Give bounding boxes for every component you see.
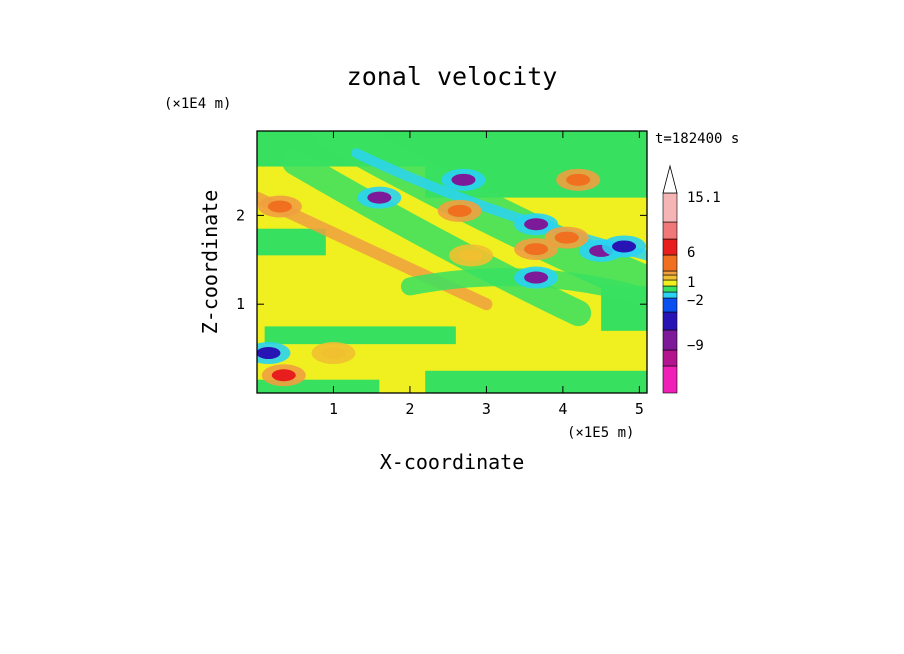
x-axis-ticks: 1 2 3 4 5 bbox=[329, 131, 644, 418]
colorbar-label: 15.1 bbox=[687, 190, 721, 206]
colorbar-swatch bbox=[662, 297, 678, 313]
field-core bbox=[451, 173, 476, 186]
y-axis-label: Z-coordinate bbox=[198, 190, 222, 335]
colorbar-swatch bbox=[662, 285, 678, 293]
field-core bbox=[367, 191, 392, 204]
field-band bbox=[257, 228, 326, 256]
x-tick-label: 3 bbox=[482, 400, 491, 418]
x-tick-label: 2 bbox=[405, 400, 414, 418]
y-tick-label: 1 bbox=[236, 295, 245, 313]
y-axis-ticks: 12 bbox=[236, 206, 647, 313]
field-wave bbox=[282, 149, 592, 327]
y-unit-label: (×1E4 m) bbox=[164, 96, 231, 112]
field-band bbox=[425, 370, 647, 393]
colorbar-swatch bbox=[662, 270, 678, 276]
velocity-field bbox=[257, 131, 647, 393]
x-tick-label: 1 bbox=[329, 400, 338, 418]
x-unit-label: (×1E5 m) bbox=[567, 425, 634, 441]
colorbar-swatch bbox=[662, 279, 678, 287]
field-band bbox=[264, 326, 456, 345]
field-core bbox=[566, 173, 591, 186]
x-axis-label: X-coordinate bbox=[380, 450, 525, 474]
field-wave bbox=[313, 131, 647, 307]
field-core bbox=[257, 347, 281, 360]
field-core bbox=[267, 200, 292, 213]
colorbar-swatch bbox=[662, 192, 678, 223]
field-core bbox=[459, 249, 484, 262]
field-core bbox=[447, 204, 472, 217]
field-core bbox=[612, 240, 637, 253]
field-core bbox=[321, 347, 346, 360]
colorbar-swatch bbox=[662, 329, 678, 351]
chart-title: zonal velocity bbox=[347, 62, 558, 91]
colorbar-label: −9 bbox=[687, 338, 704, 354]
colorbar-arrow bbox=[662, 164, 678, 194]
x-tick-label: 4 bbox=[558, 400, 567, 418]
plot-frame bbox=[256, 130, 648, 394]
colorbar-swatch bbox=[662, 274, 678, 281]
time-label: t=182400 s bbox=[655, 131, 739, 147]
field-core bbox=[554, 231, 579, 244]
colorbar-swatch bbox=[662, 365, 678, 394]
x-tick-label: 5 bbox=[635, 400, 644, 418]
colorbar-swatch bbox=[662, 311, 678, 331]
colorbar-swatch bbox=[662, 291, 678, 299]
field-core bbox=[524, 218, 549, 231]
field-core bbox=[524, 243, 549, 256]
colorbar-swatch bbox=[662, 254, 678, 272]
colorbar-swatch bbox=[662, 349, 678, 367]
field-core bbox=[524, 271, 549, 284]
colorbar-label: 6 bbox=[687, 245, 695, 261]
colorbar-label: −2 bbox=[687, 293, 704, 309]
colorbar-swatch bbox=[662, 221, 678, 240]
colorbar-swatch bbox=[662, 238, 678, 256]
colorbar-label: 1 bbox=[687, 275, 695, 291]
field-core bbox=[271, 369, 296, 382]
y-tick-label: 2 bbox=[236, 206, 245, 224]
colorbar: 15.1 6 1 −2 −9 bbox=[662, 164, 721, 394]
